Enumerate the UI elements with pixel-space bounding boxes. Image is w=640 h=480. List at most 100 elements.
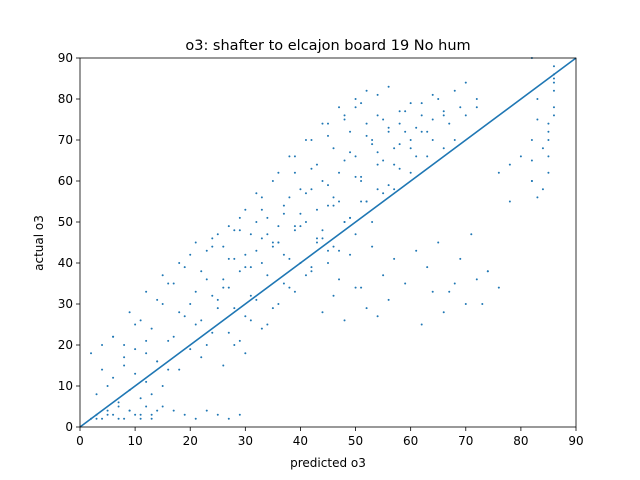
data-point bbox=[161, 303, 164, 305]
data-point bbox=[349, 130, 352, 133]
data-point bbox=[238, 413, 241, 416]
data-point bbox=[194, 417, 197, 420]
data-point bbox=[321, 237, 324, 240]
data-point bbox=[552, 114, 555, 117]
data-point bbox=[134, 372, 137, 375]
data-point bbox=[431, 139, 434, 141]
data-point bbox=[123, 417, 126, 420]
data-point bbox=[552, 77, 555, 80]
data-point bbox=[393, 147, 396, 150]
data-point bbox=[249, 294, 252, 297]
data-point bbox=[360, 286, 363, 289]
data-point bbox=[150, 327, 153, 330]
data-point bbox=[183, 315, 186, 318]
data-point bbox=[315, 163, 318, 166]
y-axis-label: actual o3 bbox=[32, 215, 46, 271]
data-point bbox=[222, 286, 225, 289]
data-point bbox=[321, 122, 324, 125]
data-point bbox=[387, 298, 390, 301]
data-point bbox=[541, 188, 544, 191]
data-point bbox=[453, 282, 456, 285]
data-point bbox=[376, 163, 379, 166]
data-point bbox=[271, 241, 274, 244]
data-point bbox=[365, 200, 368, 203]
data-point bbox=[393, 188, 396, 191]
data-point bbox=[376, 315, 379, 318]
data-point bbox=[145, 405, 148, 408]
data-point bbox=[255, 221, 258, 223]
data-point bbox=[420, 323, 423, 326]
data-point bbox=[387, 126, 390, 129]
data-point bbox=[145, 339, 148, 342]
data-point bbox=[332, 294, 335, 297]
data-point bbox=[420, 102, 423, 105]
data-point bbox=[293, 290, 296, 293]
data-point bbox=[315, 208, 318, 211]
data-point bbox=[211, 331, 214, 334]
data-point bbox=[134, 413, 137, 416]
data-point bbox=[475, 98, 478, 100]
data-point bbox=[304, 139, 307, 141]
data-point bbox=[150, 393, 153, 396]
data-point bbox=[189, 303, 192, 305]
data-point bbox=[409, 171, 412, 174]
data-point bbox=[255, 298, 258, 301]
data-point bbox=[315, 241, 318, 244]
data-point bbox=[244, 266, 247, 269]
data-point bbox=[343, 114, 346, 117]
data-point bbox=[299, 212, 302, 215]
data-point bbox=[371, 139, 374, 141]
data-point bbox=[189, 348, 192, 351]
data-point bbox=[183, 266, 186, 269]
data-point bbox=[536, 196, 539, 199]
data-point bbox=[299, 188, 302, 191]
data-point bbox=[547, 130, 550, 133]
data-point bbox=[547, 139, 550, 141]
data-point bbox=[354, 155, 357, 158]
data-point bbox=[167, 282, 170, 285]
data-point bbox=[332, 245, 335, 248]
data-point bbox=[409, 139, 412, 141]
data-point bbox=[464, 81, 467, 84]
data-point bbox=[288, 257, 291, 260]
data-point bbox=[293, 225, 296, 228]
data-point bbox=[200, 356, 203, 359]
data-point bbox=[200, 319, 203, 322]
data-point bbox=[244, 315, 247, 318]
data-point bbox=[426, 130, 429, 133]
data-point bbox=[271, 180, 274, 182]
data-point bbox=[382, 192, 385, 195]
y-tick-label: 10 bbox=[58, 379, 73, 393]
data-point bbox=[233, 344, 236, 346]
data-point bbox=[106, 385, 109, 387]
data-point bbox=[327, 134, 329, 137]
data-point bbox=[382, 159, 385, 162]
data-point bbox=[475, 278, 478, 281]
data-point bbox=[497, 286, 500, 289]
data-point bbox=[172, 282, 175, 285]
y-tick-label: 40 bbox=[58, 256, 73, 270]
data-point bbox=[470, 233, 473, 236]
data-point bbox=[200, 270, 203, 273]
data-point bbox=[293, 229, 296, 232]
x-axis: 0 10 20 30 40 50 60 70 80 90 bbox=[76, 427, 584, 448]
data-point bbox=[216, 307, 219, 310]
data-point bbox=[327, 262, 329, 264]
data-point bbox=[349, 253, 352, 256]
x-axis-label: predicted o3 bbox=[290, 456, 366, 470]
data-point bbox=[349, 151, 352, 154]
x-tick-label: 0 bbox=[76, 434, 84, 448]
data-point bbox=[338, 200, 341, 203]
data-point bbox=[338, 278, 341, 281]
data-point bbox=[409, 147, 412, 150]
data-point bbox=[95, 417, 98, 420]
data-point bbox=[205, 249, 208, 252]
data-point bbox=[249, 233, 252, 236]
data-point bbox=[365, 134, 368, 137]
data-point bbox=[260, 208, 263, 211]
data-point bbox=[222, 245, 225, 248]
data-point bbox=[360, 175, 363, 178]
data-point bbox=[382, 118, 385, 121]
x-tick-label: 50 bbox=[348, 434, 363, 448]
data-point bbox=[117, 417, 120, 420]
